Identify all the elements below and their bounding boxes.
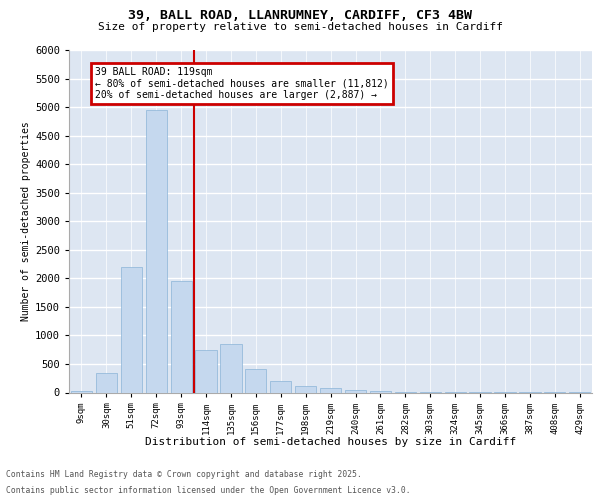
Bar (146, 110, 167, 393)
Bar (71, 391, 92, 392)
Bar (245, 368, 266, 392)
Bar (345, 390, 366, 392)
Bar (220, 344, 242, 393)
Bar (270, 381, 292, 392)
Text: 39, BALL ROAD, LLANRUMNEY, CARDIFF, CF3 4BW: 39, BALL ROAD, LLANRUMNEY, CARDIFF, CF3 … (128, 9, 472, 22)
Text: Size of property relative to semi-detached houses in Cardiff: Size of property relative to semi-detach… (97, 22, 503, 32)
Bar (96, 372, 117, 392)
Bar (370, 391, 391, 392)
X-axis label: Distribution of semi-detached houses by size in Cardiff: Distribution of semi-detached houses by … (145, 436, 516, 446)
Bar (196, 350, 217, 393)
Bar (320, 388, 341, 392)
Bar (170, 281, 192, 392)
Text: Contains HM Land Registry data © Crown copyright and database right 2025.: Contains HM Land Registry data © Crown c… (6, 470, 362, 479)
Bar (121, 267, 142, 392)
Text: 39 BALL ROAD: 119sqm
← 80% of semi-detached houses are smaller (11,812)
20% of s: 39 BALL ROAD: 119sqm ← 80% of semi-detac… (95, 67, 389, 100)
Text: Contains public sector information licensed under the Open Government Licence v3: Contains public sector information licen… (6, 486, 410, 495)
Y-axis label: Number of semi-detached properties: Number of semi-detached properties (21, 122, 31, 321)
Bar (295, 386, 316, 392)
